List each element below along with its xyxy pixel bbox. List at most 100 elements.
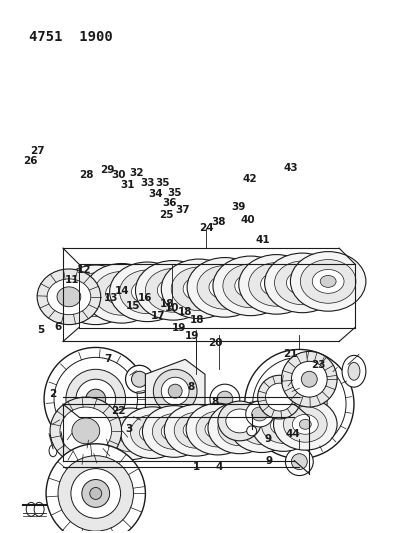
Ellipse shape — [235, 274, 266, 298]
Ellipse shape — [299, 419, 311, 429]
Ellipse shape — [239, 255, 314, 314]
Ellipse shape — [253, 358, 346, 451]
Ellipse shape — [121, 407, 184, 458]
Ellipse shape — [295, 277, 310, 289]
Ellipse shape — [165, 285, 181, 296]
Ellipse shape — [282, 351, 337, 407]
Ellipse shape — [82, 480, 110, 507]
Ellipse shape — [213, 256, 288, 316]
Ellipse shape — [247, 426, 257, 436]
Ellipse shape — [44, 348, 147, 451]
Ellipse shape — [118, 424, 144, 444]
Text: 18: 18 — [178, 306, 193, 317]
Ellipse shape — [196, 411, 240, 447]
Ellipse shape — [302, 372, 317, 387]
Ellipse shape — [157, 278, 189, 302]
Ellipse shape — [223, 264, 279, 308]
Text: 40: 40 — [240, 215, 255, 225]
Ellipse shape — [106, 281, 137, 305]
Ellipse shape — [249, 417, 275, 437]
Ellipse shape — [226, 409, 254, 433]
Text: 32: 32 — [129, 168, 144, 177]
Text: 12: 12 — [77, 265, 91, 275]
Text: 22: 22 — [111, 406, 126, 416]
Text: 35: 35 — [167, 188, 182, 198]
Ellipse shape — [60, 407, 112, 455]
Ellipse shape — [49, 445, 57, 457]
Text: 36: 36 — [162, 198, 177, 208]
Ellipse shape — [120, 270, 175, 314]
Ellipse shape — [209, 276, 241, 299]
Ellipse shape — [37, 269, 101, 325]
Polygon shape — [145, 359, 205, 429]
Ellipse shape — [58, 265, 133, 325]
Ellipse shape — [161, 259, 237, 319]
Ellipse shape — [277, 421, 289, 431]
Ellipse shape — [234, 423, 246, 433]
Ellipse shape — [191, 283, 207, 295]
Ellipse shape — [152, 414, 196, 449]
Ellipse shape — [320, 276, 336, 287]
Ellipse shape — [266, 383, 293, 411]
Ellipse shape — [140, 286, 155, 298]
Ellipse shape — [218, 410, 262, 446]
Text: 10: 10 — [165, 303, 180, 313]
Text: 9: 9 — [264, 434, 271, 444]
Text: 8: 8 — [187, 382, 195, 392]
Ellipse shape — [286, 448, 313, 475]
Text: 11: 11 — [64, 275, 79, 285]
Ellipse shape — [205, 419, 231, 439]
Text: 30: 30 — [111, 169, 126, 180]
Ellipse shape — [88, 289, 104, 301]
Ellipse shape — [34, 503, 44, 516]
Ellipse shape — [272, 376, 327, 432]
Ellipse shape — [186, 403, 250, 455]
Ellipse shape — [187, 257, 263, 317]
Ellipse shape — [47, 279, 91, 314]
Text: 42: 42 — [242, 174, 257, 183]
Ellipse shape — [312, 270, 344, 293]
Ellipse shape — [208, 402, 272, 454]
Ellipse shape — [161, 377, 189, 405]
Ellipse shape — [72, 418, 100, 444]
Ellipse shape — [252, 400, 315, 451]
Ellipse shape — [348, 362, 360, 380]
Text: 20: 20 — [208, 338, 222, 349]
Text: 18: 18 — [190, 314, 204, 325]
Ellipse shape — [342, 356, 366, 387]
Text: 9: 9 — [266, 456, 273, 466]
Ellipse shape — [293, 414, 318, 434]
Ellipse shape — [168, 426, 180, 437]
Text: 26: 26 — [23, 156, 38, 166]
Text: 38: 38 — [212, 217, 226, 227]
Ellipse shape — [284, 407, 327, 442]
Ellipse shape — [126, 365, 153, 393]
Text: 14: 14 — [115, 286, 130, 296]
Ellipse shape — [54, 358, 137, 441]
Ellipse shape — [135, 261, 211, 320]
Ellipse shape — [80, 283, 112, 306]
Ellipse shape — [161, 422, 187, 441]
Ellipse shape — [300, 260, 356, 303]
Ellipse shape — [140, 423, 165, 442]
Ellipse shape — [284, 388, 315, 420]
Ellipse shape — [131, 372, 147, 387]
Ellipse shape — [240, 409, 284, 445]
Text: 15: 15 — [126, 301, 141, 311]
Ellipse shape — [57, 287, 81, 306]
Text: 16: 16 — [138, 293, 153, 303]
Text: 29: 29 — [100, 165, 115, 175]
Ellipse shape — [174, 413, 218, 448]
Ellipse shape — [230, 401, 293, 453]
Text: 25: 25 — [159, 211, 173, 220]
Ellipse shape — [245, 350, 354, 459]
Text: 21: 21 — [283, 350, 298, 359]
Ellipse shape — [109, 424, 119, 434]
Ellipse shape — [131, 280, 163, 304]
Text: 4: 4 — [215, 462, 223, 472]
Ellipse shape — [50, 397, 122, 465]
Text: 39: 39 — [232, 203, 246, 213]
Text: 37: 37 — [175, 205, 189, 215]
Ellipse shape — [131, 415, 174, 450]
Ellipse shape — [271, 416, 296, 435]
